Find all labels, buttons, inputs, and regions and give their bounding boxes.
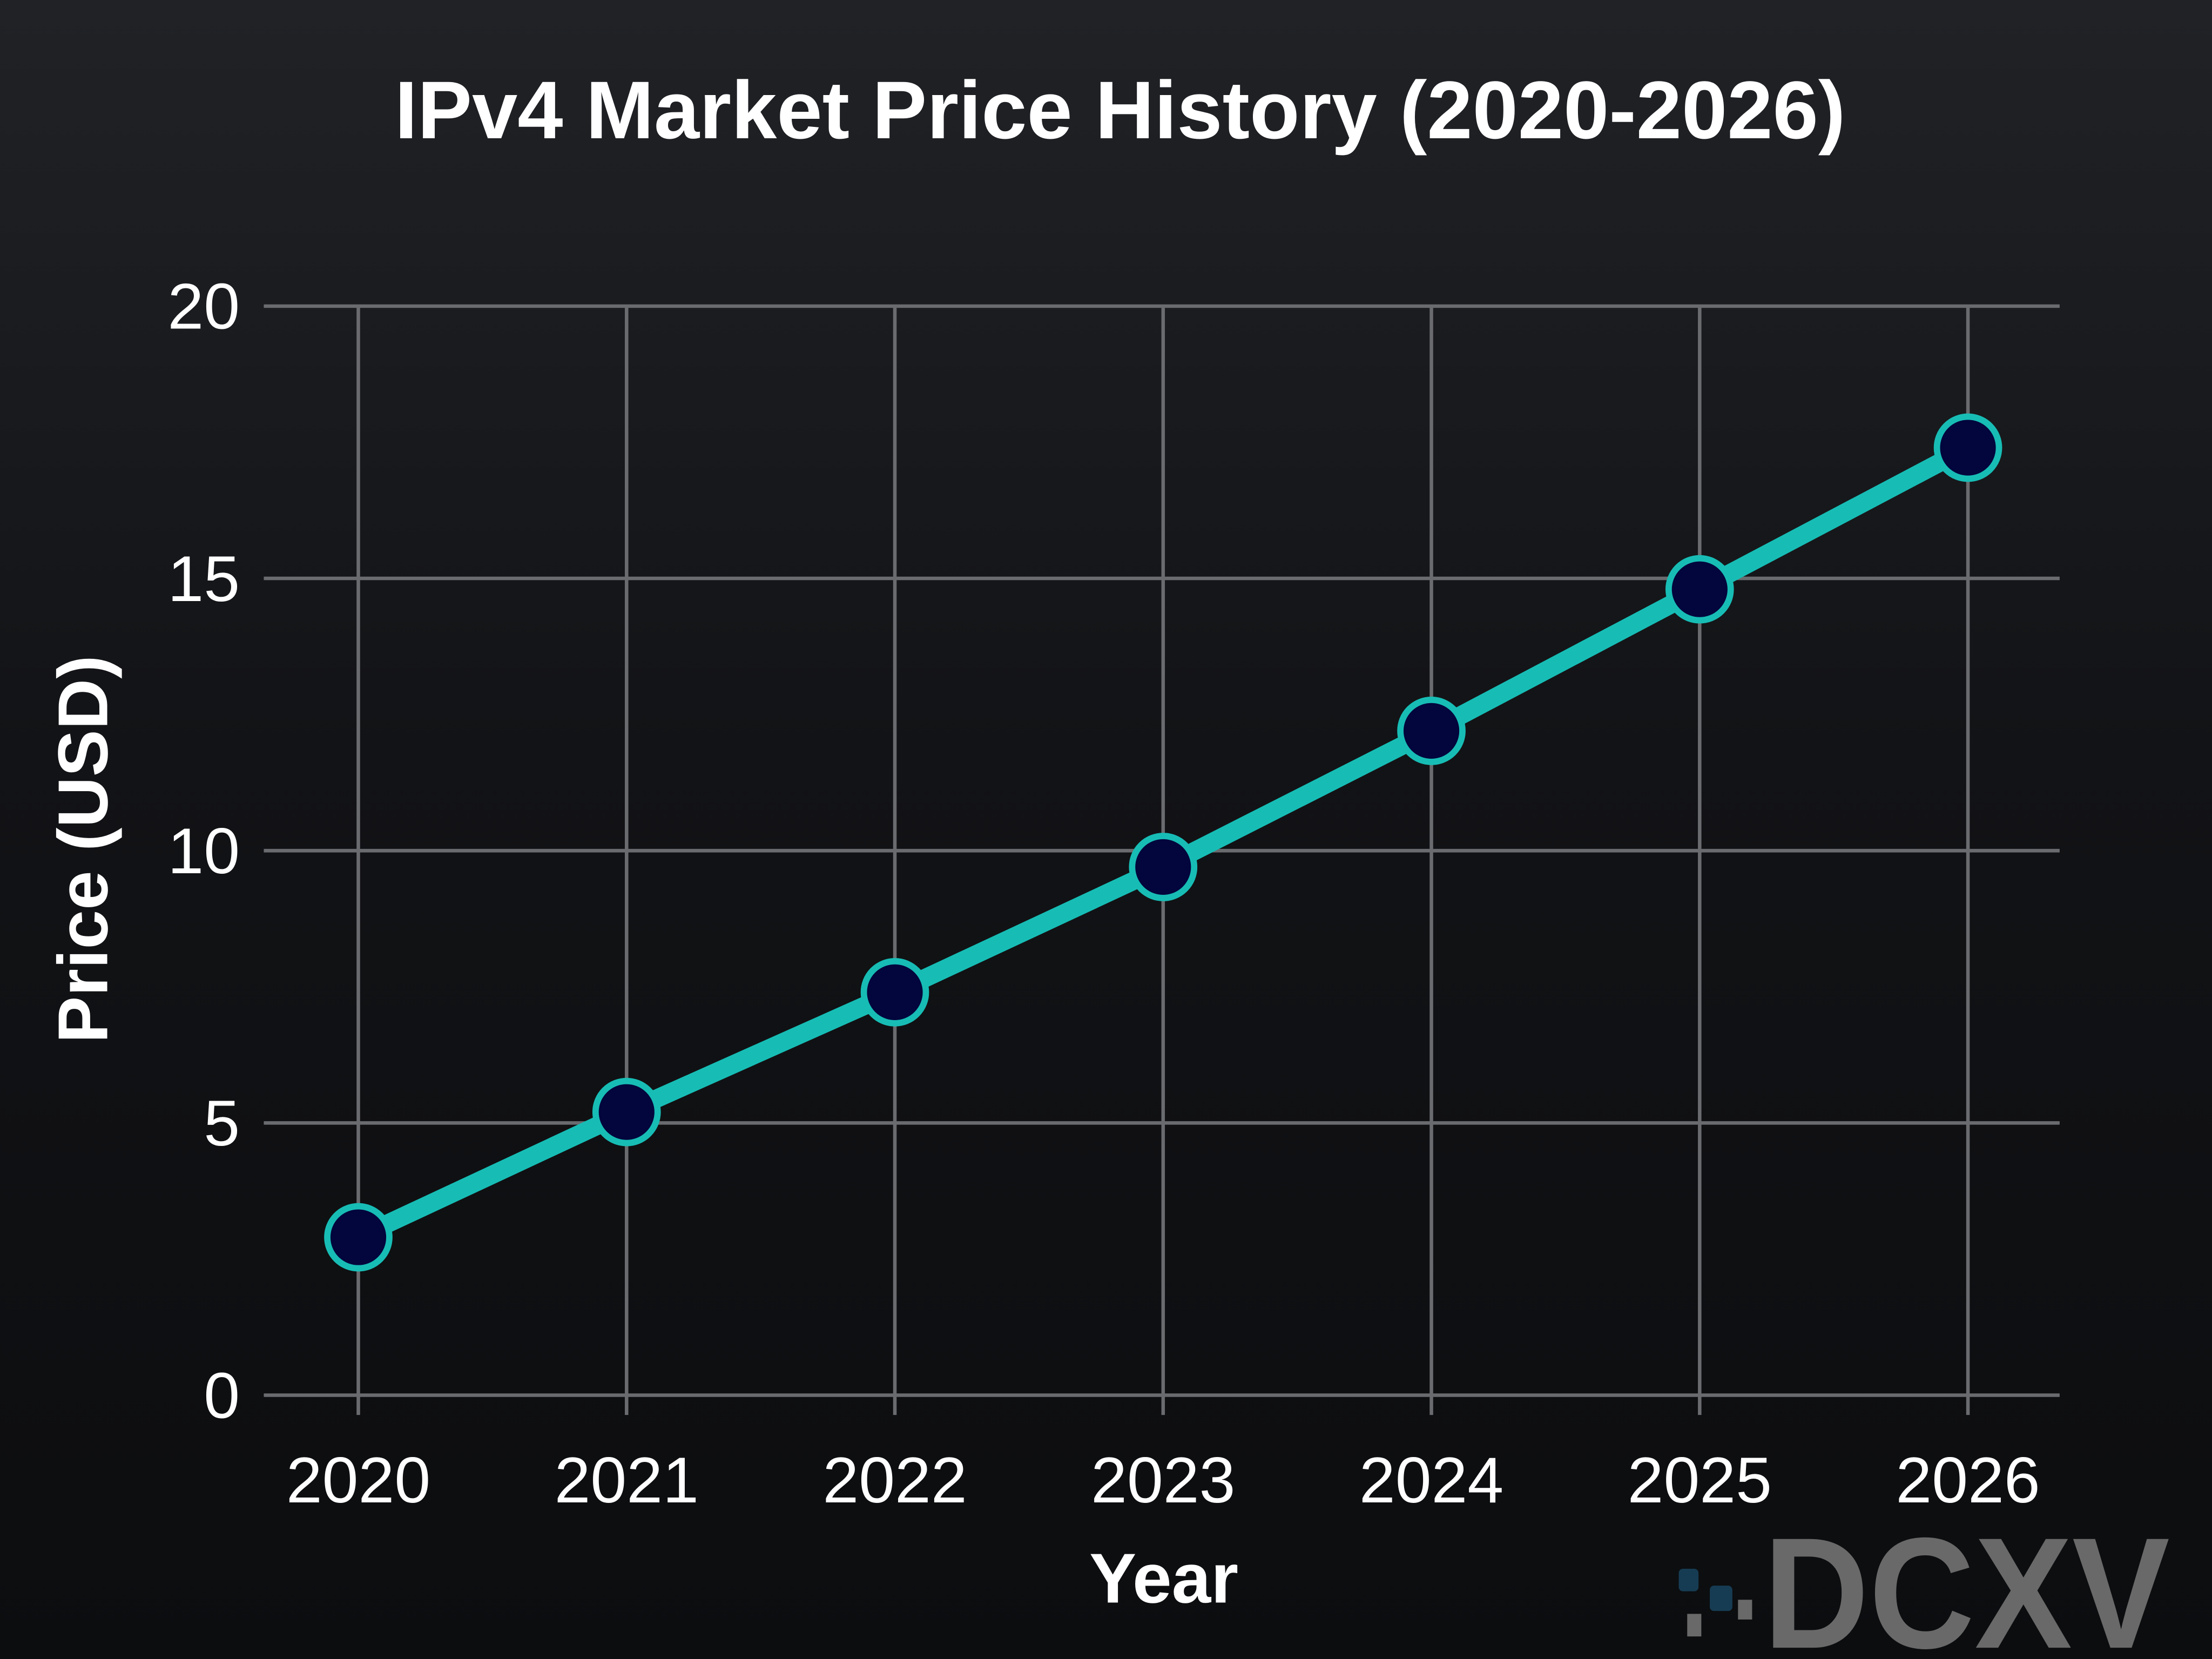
- x-axis-label: Year: [1089, 1539, 1238, 1618]
- x-tick-label: 2020: [286, 1444, 430, 1516]
- y-tick-labels: 0 5 10 15 20: [167, 271, 240, 1432]
- data-point-marker: [592, 1077, 661, 1147]
- x-tick-label: 2022: [822, 1444, 967, 1516]
- data-point-marker: [1397, 697, 1466, 765]
- chart-title: IPv4 Market Price History (2020-2026): [395, 65, 1845, 156]
- y-tick-label: 20: [167, 271, 240, 343]
- y-axis-label: Price (USD): [44, 655, 123, 1043]
- watermark-text: DCXV: [1763, 1505, 2170, 1659]
- grid: [264, 304, 2060, 1415]
- watermark-logo: DCXV: [1678, 1505, 2170, 1659]
- data-point-marker: [860, 958, 929, 1027]
- y-tick-label: 15: [167, 543, 240, 615]
- y-tick-label: 10: [167, 815, 240, 887]
- x-tick-label: 2024: [1359, 1444, 1503, 1516]
- x-tick-label: 2023: [1091, 1444, 1235, 1516]
- data-point-marker: [324, 1203, 393, 1272]
- x-tick-label: 2025: [1628, 1444, 1772, 1516]
- data-point-marker: [1933, 413, 2002, 482]
- data-point-marker: [1129, 833, 1198, 901]
- data-point-marker: [1665, 555, 1734, 624]
- x-tick-label: 2026: [1896, 1444, 2040, 1516]
- x-tick-labels: 2020 2021 2022 2023 2024 2025 2026: [286, 1444, 2040, 1516]
- y-tick-label: 0: [204, 1359, 240, 1432]
- markers: [324, 413, 2002, 1272]
- y-tick-label: 5: [204, 1087, 240, 1159]
- x-tick-label: 2021: [555, 1444, 699, 1516]
